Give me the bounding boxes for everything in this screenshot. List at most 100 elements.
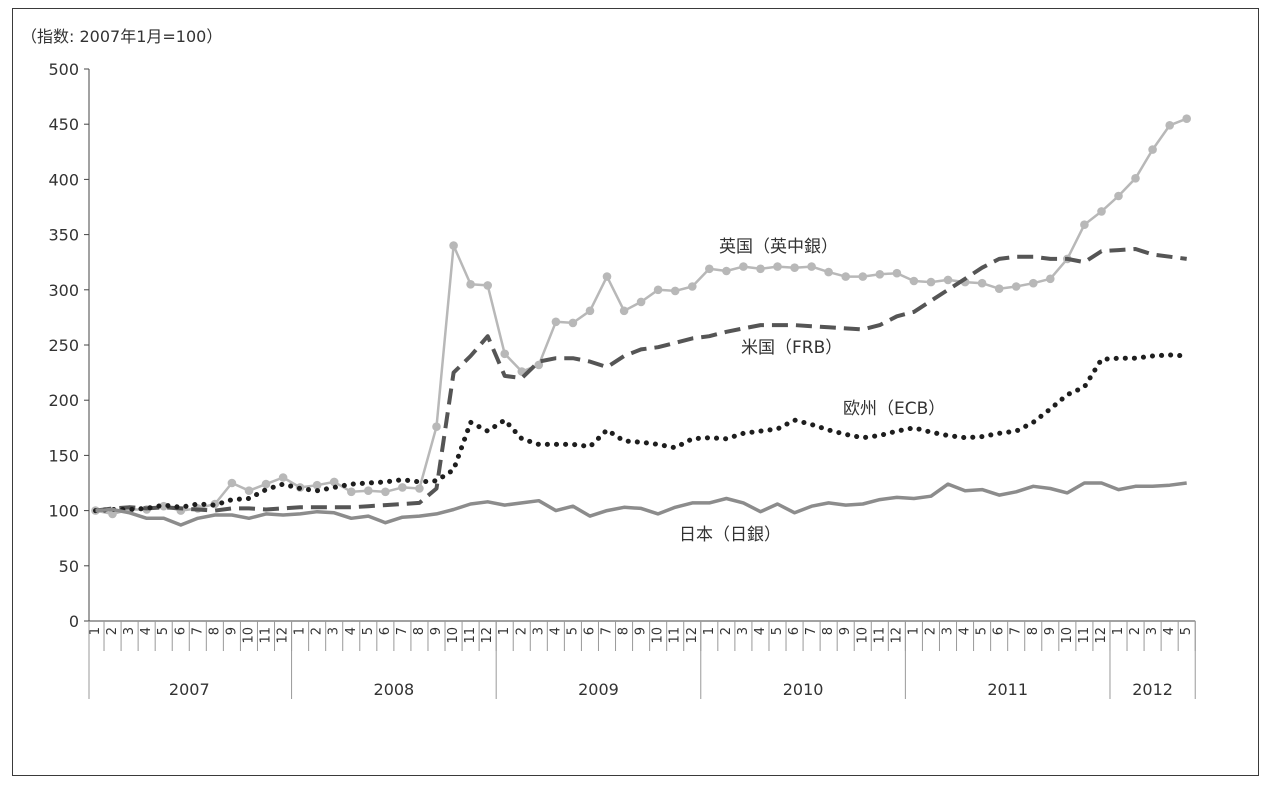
x-month-label: 4 <box>548 627 563 635</box>
data-point <box>756 264 765 274</box>
series-1 <box>95 247 1187 513</box>
data-point <box>568 318 578 328</box>
series-label: 英国（英中銀） <box>719 237 838 257</box>
data-point <box>619 306 629 316</box>
x-month-label: 12 <box>276 627 291 644</box>
x-month-label: 1 <box>1111 627 1126 635</box>
x-month-label: 1 <box>702 627 717 635</box>
data-point <box>227 478 237 488</box>
series-labels: 英国（英中銀） 米国（FRB） 欧州（ECB） 日本（日銀） <box>679 237 945 545</box>
data-point <box>722 266 731 276</box>
x-month-label: 8 <box>1026 627 1041 635</box>
y-tick-label: 100 <box>48 502 79 521</box>
data-point <box>807 262 816 271</box>
x-month-label: 7 <box>804 627 819 635</box>
x-month-label: 8 <box>412 627 427 635</box>
data-point <box>909 276 919 286</box>
data-point <box>585 306 595 316</box>
series-label: 米国（FRB） <box>741 338 842 358</box>
y-tick-label: 250 <box>48 336 79 355</box>
x-month-label: 12 <box>685 627 700 644</box>
data-point <box>653 285 663 295</box>
data-point <box>892 268 902 278</box>
x-year-label: 2011 <box>987 680 1028 699</box>
x-month-label: 11 <box>463 627 478 644</box>
series-layer <box>91 114 1191 527</box>
y-tick-label: 0 <box>69 612 79 631</box>
x-month-label: 12 <box>889 627 904 644</box>
x-month-label: 2 <box>310 627 325 635</box>
data-point <box>875 270 885 279</box>
x-month-label: 3 <box>736 627 751 635</box>
x-month-label: 2 <box>514 627 529 635</box>
x-month-label: 7 <box>600 627 615 635</box>
data-point <box>790 263 799 272</box>
x-month-label: 1 <box>906 627 921 635</box>
x-month-label: 4 <box>344 627 359 635</box>
x-month-label: 1 <box>497 627 512 635</box>
x-month-label: 5 <box>565 627 580 635</box>
x-month-label: 3 <box>1145 627 1160 635</box>
x-month-label: 9 <box>634 627 649 635</box>
data-point <box>483 281 493 290</box>
series-0 <box>91 114 1191 519</box>
data-point <box>449 241 458 250</box>
data-point <box>1097 207 1106 216</box>
data-point <box>1148 145 1157 154</box>
y-tick-label: 300 <box>48 281 79 300</box>
x-year-label: 2007 <box>169 680 210 699</box>
x-year-label: 2008 <box>374 680 415 699</box>
data-point <box>1182 114 1191 123</box>
y-tick-label: 450 <box>48 115 79 134</box>
x-month-label: 11 <box>872 627 887 644</box>
series-line <box>95 247 1187 513</box>
x-month-label: 5 <box>361 627 376 635</box>
x-month-label: 8 <box>617 627 632 635</box>
x-month-label: 10 <box>855 627 870 644</box>
y-axis: 0 50 100 150 200 250 300 350 400 450 500 <box>48 60 90 631</box>
x-month-label: 12 <box>1094 627 1109 644</box>
x-month-label: 6 <box>787 627 802 635</box>
data-point <box>466 280 475 289</box>
x-year-label: 2009 <box>578 680 619 699</box>
data-point <box>261 479 271 489</box>
y-tick-label: 50 <box>59 557 79 576</box>
y-tick-label: 400 <box>48 170 79 189</box>
data-point <box>705 264 714 274</box>
series-label: 欧州（ECB） <box>843 399 945 419</box>
x-year-label: 2010 <box>783 680 824 699</box>
x-month-label: 3 <box>327 627 342 635</box>
series-label: 日本（日銀） <box>679 525 781 545</box>
x-month-label: 11 <box>1077 627 1092 644</box>
x-year-label: 2012 <box>1132 680 1173 699</box>
x-month-label: 2 <box>105 627 120 635</box>
x-month-label: 4 <box>958 627 973 635</box>
x-month-label: 6 <box>992 627 1007 635</box>
data-point <box>824 267 833 277</box>
x-month-label: 4 <box>753 627 768 635</box>
y-tick-label: 500 <box>48 60 79 79</box>
data-point <box>1029 278 1038 288</box>
x-month-label: 9 <box>224 627 239 635</box>
x-month-label: 11 <box>668 627 683 644</box>
x-month-label: 4 <box>1162 627 1177 635</box>
data-point <box>841 272 850 281</box>
data-point <box>551 317 561 327</box>
chart-svg: （指数: 2007年1月=100） 0 50 100 150 200 250 300 350 4… <box>21 27 1196 699</box>
data-point <box>312 480 322 490</box>
y-tick-label: 350 <box>48 226 79 245</box>
x-month-label: 5 <box>770 627 785 635</box>
x-month-label: 8 <box>821 627 836 635</box>
data-point <box>500 349 510 359</box>
data-point <box>739 262 748 271</box>
data-point <box>636 297 646 307</box>
x-month-label: 6 <box>582 627 597 635</box>
x-month-label: 6 <box>378 627 393 635</box>
series-line <box>95 481 1187 527</box>
data-point <box>858 272 868 281</box>
series-3 <box>95 481 1187 527</box>
y-axis-label: （指数: 2007年1月=100） <box>21 27 222 46</box>
x-month-label: 11 <box>259 627 274 644</box>
data-point <box>398 483 407 492</box>
